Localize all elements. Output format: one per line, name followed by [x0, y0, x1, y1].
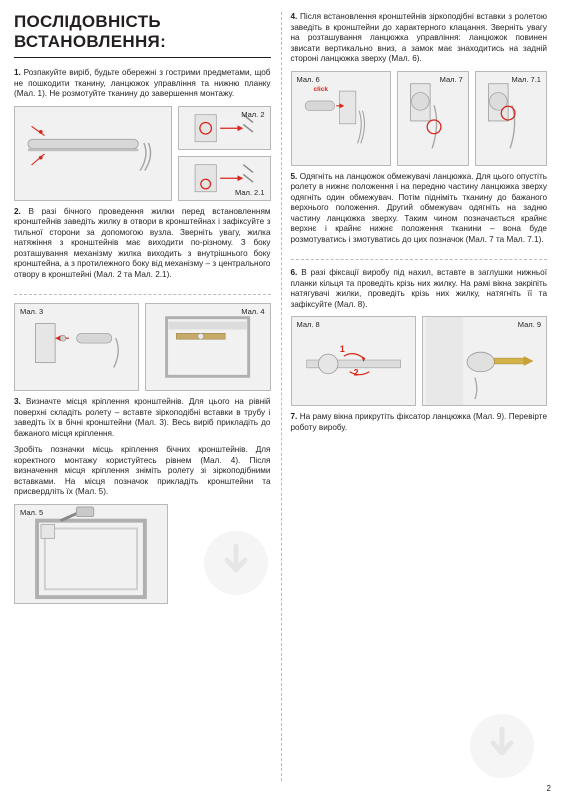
- figure-2-1: Мал. 2.1: [178, 156, 270, 201]
- figure-1: [14, 106, 172, 201]
- page-number: 2: [547, 784, 551, 793]
- right-column: 4. Після встановлення кронштейнів зіркоп…: [281, 12, 548, 791]
- fig-row-2: Мал. 3 Мал. 4: [14, 303, 271, 391]
- left-column: ПОСЛІДОВНІСТЬ ВСТАНОВЛЕННЯ: 1. Розпакуйт…: [14, 12, 281, 791]
- fig-2-stack: Мал. 2 Мал. 2.1: [178, 106, 270, 201]
- fig-row-r1: click Мал. 6 Мал. 7: [291, 71, 548, 166]
- step-2: 2. В разі бічного проведення жилки перед…: [14, 207, 271, 281]
- step-5: 5. Одягніть на ланцюжок обмежувачі ланцю…: [291, 172, 548, 246]
- figure-6: click Мал. 6: [291, 71, 391, 166]
- fig-label-7-1: Мал. 7.1: [510, 74, 543, 85]
- figure-8: 1 2 Мал. 8: [291, 316, 416, 406]
- fig-label-7: Мал. 7: [438, 74, 465, 85]
- figure-6-svg: [292, 72, 390, 165]
- figure-7: Мал. 7: [397, 71, 469, 166]
- fig-label-3: Мал. 3: [18, 306, 45, 317]
- figure-2: Мал. 2: [178, 106, 270, 151]
- fig-label-8: Мал. 8: [295, 319, 322, 330]
- figure-5-svg: [15, 505, 167, 603]
- figure-5: Мал. 5: [14, 504, 168, 604]
- svg-text:1: 1: [339, 344, 344, 354]
- figure-7-svg: [398, 72, 468, 165]
- click-label: click: [314, 86, 328, 93]
- figure-9-svg: [423, 317, 546, 405]
- figure-1-svg: [15, 107, 171, 200]
- figure-9: Мал. 9: [422, 316, 547, 406]
- fig-label-6: Мал. 6: [295, 74, 322, 85]
- watermark-icon: [201, 528, 271, 598]
- fig-label-5: Мал. 5: [18, 507, 45, 518]
- figure-7-1-svg: [476, 72, 546, 165]
- watermark-slot-left: [174, 504, 271, 604]
- step-3b: Зробіть позначки місць кріплення бічних …: [14, 445, 271, 498]
- watermark-icon-2: [467, 711, 537, 781]
- figure-3: Мал. 3: [14, 303, 139, 391]
- fig-label-2: Мал. 2: [239, 109, 266, 120]
- fig-label-4: Мал. 4: [239, 306, 266, 317]
- fig-label-2-1: Мал. 2.1: [233, 187, 266, 198]
- step-1: 1. Розпакуйте виріб, будьте обережні з г…: [14, 68, 271, 100]
- fig-label-9: Мал. 9: [516, 319, 543, 330]
- step-3a: 3. Визначте місця кріплення кронштейнів.…: [14, 397, 271, 439]
- instruction-page: ПОСЛІДОВНІСТЬ ВСТАНОВЛЕННЯ: 1. Розпакуйт…: [0, 0, 561, 799]
- watermark-slot-right: [291, 439, 548, 791]
- h-divider-left: [14, 294, 271, 295]
- step-7: 7. На раму вікна прикрутіть фіксатор лан…: [291, 412, 548, 433]
- step-6: 6. В разі фіксації виробу під нахил, вст…: [291, 268, 548, 310]
- fig-row-1: Мал. 2 Мал. 2.1: [14, 106, 271, 201]
- svg-text:2: 2: [353, 368, 358, 378]
- figure-4: Мал. 4: [145, 303, 270, 391]
- title-rule: [14, 57, 271, 58]
- figure-8-svg: 1 2: [292, 317, 415, 405]
- h-divider-right: [291, 259, 548, 260]
- fig-row-r2: 1 2 Мал. 8: [291, 316, 548, 406]
- figure-7-1: Мал. 7.1: [475, 71, 547, 166]
- fig-row-3: Мал. 5: [14, 504, 271, 604]
- step-4: 4. Після встановлення кронштейнів зіркоп…: [291, 12, 548, 65]
- page-title: ПОСЛІДОВНІСТЬ ВСТАНОВЛЕННЯ:: [14, 12, 271, 51]
- columns: ПОСЛІДОВНІСТЬ ВСТАНОВЛЕННЯ: 1. Розпакуйт…: [14, 12, 547, 791]
